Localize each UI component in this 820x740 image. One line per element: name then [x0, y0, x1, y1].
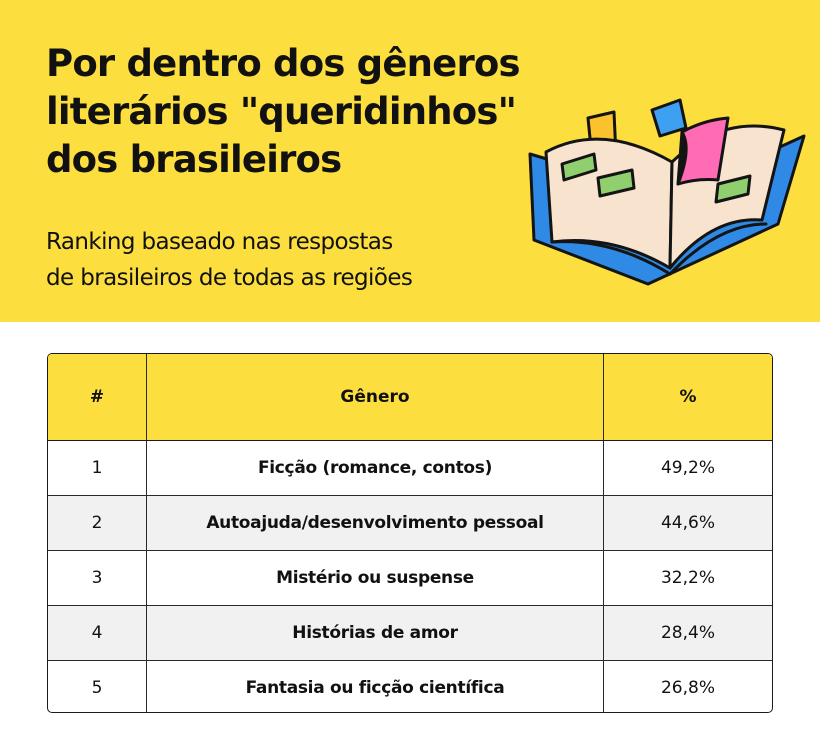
percent-cell: 49,2%: [603, 440, 772, 496]
table-header-row: # Gênero %: [48, 354, 772, 441]
table-row: 2 Autoajuda/desenvolvimento pessoal 44,6…: [48, 495, 772, 551]
genre-cell: Ficção (romance, contos): [146, 440, 604, 496]
open-book-icon: [528, 98, 806, 286]
ranking-table: # Gênero % 1 Ficção (romance, contos) 49…: [47, 353, 773, 713]
percent-cell: 32,2%: [603, 550, 772, 606]
page-title: Por dentro dos gêneros literários "queri…: [46, 40, 606, 184]
header-banner: Por dentro dos gêneros literários "queri…: [0, 0, 820, 322]
page-subtitle: Ranking baseado nas respostas de brasile…: [46, 224, 506, 296]
title-line: Por dentro dos gêneros: [46, 42, 521, 85]
percent-cell: 26,8%: [660, 678, 715, 698]
genre-cell: Autoajuda/desenvolvimento pessoal: [146, 495, 604, 551]
table-row: 3 Mistério ou suspense 32,2%: [48, 550, 772, 606]
rank-cell: 2: [48, 495, 147, 551]
rank-cell: 4: [48, 605, 147, 661]
title-line: dos brasileiros: [46, 138, 342, 181]
subtitle-line: Ranking baseado nas respostas: [46, 229, 393, 255]
genre-cell: Histórias de amor: [146, 605, 604, 661]
title-line: literários "queridinhos": [46, 90, 517, 133]
genre-cell: Fantasia ou ficção científica: [146, 660, 604, 712]
rank-cell: 1: [48, 440, 147, 496]
table-row: 5 Fantasia ou ficção científica 26,8%: [48, 660, 772, 712]
percent-cell: 28,4%: [603, 605, 772, 661]
rank-cell: 3: [48, 550, 147, 606]
column-header-genre: Gênero: [146, 354, 604, 441]
subtitle-line: de brasileiros de todas as regiões: [46, 265, 413, 291]
genre-cell: Mistério ou suspense: [146, 550, 604, 606]
percent-cell: 44,6%: [603, 495, 772, 551]
column-header-rank: #: [48, 354, 147, 441]
column-header-percent: %: [603, 354, 772, 441]
table-row: 1 Ficção (romance, contos) 49,2%: [48, 440, 772, 496]
rank-cell: 5: [48, 660, 147, 712]
table-row: 4 Histórias de amor 28,4%: [48, 605, 772, 661]
